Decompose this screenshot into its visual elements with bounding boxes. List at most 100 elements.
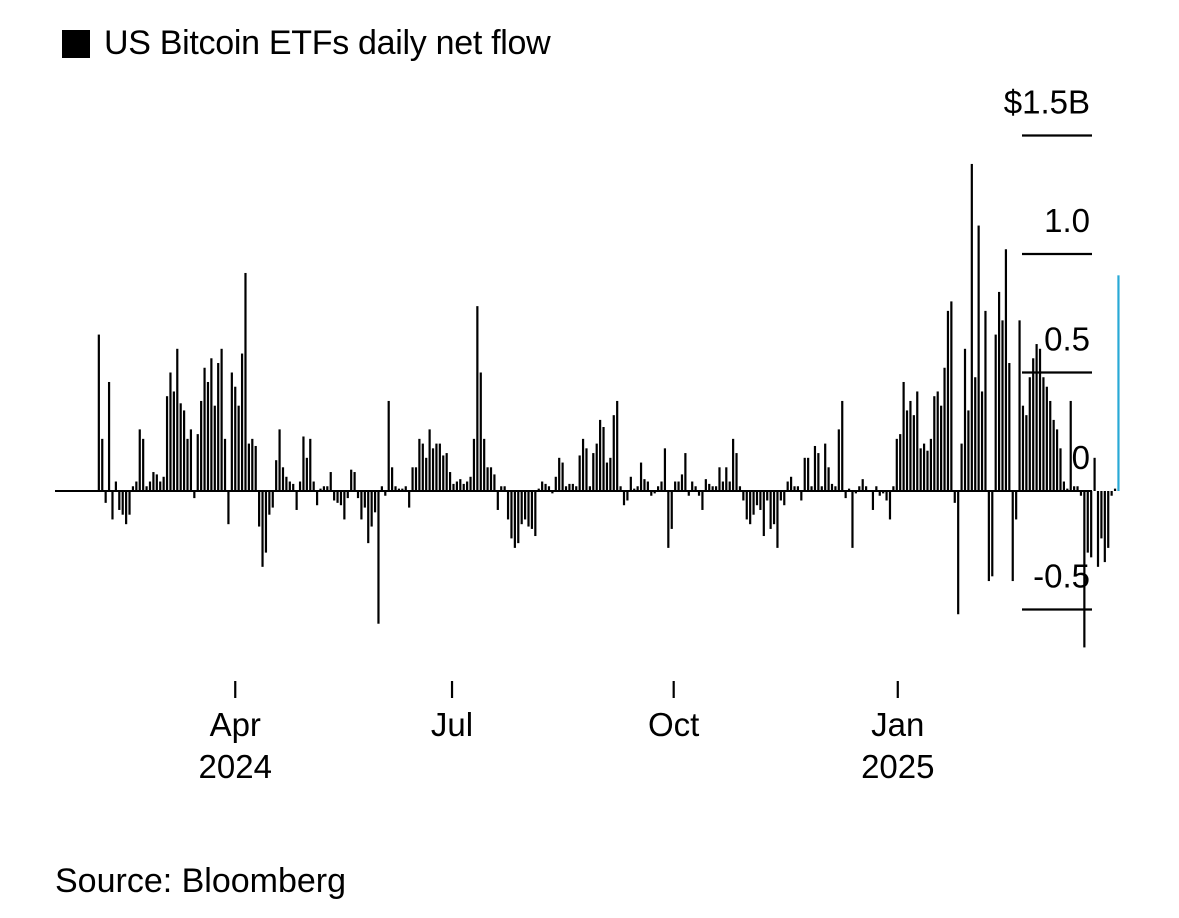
bar <box>755 491 759 506</box>
bar <box>841 400 844 491</box>
bar <box>131 486 135 491</box>
bar <box>714 486 718 491</box>
bar <box>438 443 441 491</box>
bar <box>292 483 295 491</box>
bar <box>1103 491 1106 563</box>
bar <box>786 481 789 491</box>
bar <box>575 486 578 491</box>
bar <box>711 486 714 491</box>
bar <box>1069 400 1072 491</box>
bar <box>742 491 745 501</box>
bar <box>697 491 701 496</box>
bar <box>421 443 424 491</box>
bar <box>657 486 660 491</box>
bar <box>524 491 527 520</box>
bar <box>1028 377 1031 491</box>
bar <box>926 450 929 491</box>
x-tick-year-label: 2025 <box>861 748 934 785</box>
bar <box>544 483 547 491</box>
bar <box>435 443 438 491</box>
bar <box>653 491 656 494</box>
bar <box>1093 457 1096 491</box>
bar <box>643 479 646 491</box>
bar <box>616 400 619 491</box>
bar <box>612 415 615 491</box>
bar <box>302 436 305 491</box>
bar <box>506 491 510 520</box>
bar <box>667 491 670 548</box>
bar <box>387 400 390 491</box>
x-tick-year-label: 2024 <box>199 748 272 785</box>
bar <box>1086 491 1089 553</box>
bar <box>991 491 994 577</box>
bar <box>633 488 636 491</box>
bar <box>121 491 124 515</box>
x-tick-label: Oct <box>648 706 699 743</box>
bar <box>1018 320 1021 491</box>
bar <box>346 491 349 499</box>
bar <box>694 486 697 491</box>
bar <box>489 467 493 491</box>
bar <box>234 386 237 491</box>
bar <box>636 486 639 491</box>
bar <box>551 491 554 494</box>
bar <box>646 481 649 491</box>
bar <box>125 491 128 525</box>
bar <box>878 491 881 496</box>
bar <box>1117 275 1120 491</box>
bar <box>295 491 298 510</box>
bar <box>353 472 356 491</box>
bar <box>101 438 104 491</box>
x-tick-label: Jul <box>431 706 473 743</box>
bar <box>605 462 609 491</box>
legend-label: US Bitcoin ETFs daily net flow <box>104 24 551 62</box>
bar <box>503 486 506 491</box>
bar <box>1025 415 1028 491</box>
bar <box>193 491 196 499</box>
bar <box>377 491 380 624</box>
bar <box>1062 481 1065 491</box>
bar <box>650 491 653 496</box>
bar <box>909 400 912 491</box>
bar <box>169 372 172 491</box>
bar <box>336 491 339 503</box>
bar <box>264 491 268 553</box>
bar <box>660 481 663 491</box>
bar <box>350 469 353 491</box>
bar <box>469 476 472 491</box>
bar <box>585 448 588 491</box>
source-note: Source: Bloomberg <box>55 862 347 900</box>
bar <box>380 486 383 491</box>
bar <box>871 491 875 510</box>
bar <box>288 481 291 491</box>
bar <box>312 481 315 491</box>
bar <box>599 419 602 491</box>
bar <box>493 474 496 491</box>
bar <box>834 486 837 491</box>
bar <box>206 381 210 491</box>
bar <box>271 491 274 508</box>
bar <box>1083 491 1086 648</box>
bar <box>803 457 806 491</box>
bar <box>466 481 469 491</box>
bar <box>554 476 557 491</box>
bar <box>885 491 888 501</box>
bar <box>530 491 534 529</box>
bar <box>1038 348 1042 491</box>
bar <box>564 486 568 491</box>
bar <box>1035 344 1038 491</box>
bar <box>448 472 452 491</box>
x-tick-label: Jan <box>871 706 924 743</box>
bar <box>1096 491 1100 567</box>
bar <box>1008 363 1011 491</box>
bar <box>783 491 786 506</box>
y-tick-label: 0.5 <box>1044 321 1090 358</box>
bar <box>210 358 213 491</box>
bar <box>322 486 326 491</box>
bar <box>428 429 431 491</box>
bar <box>148 481 152 491</box>
bar <box>155 474 158 491</box>
bar <box>759 491 762 510</box>
bar <box>994 334 997 491</box>
bar <box>680 474 684 491</box>
